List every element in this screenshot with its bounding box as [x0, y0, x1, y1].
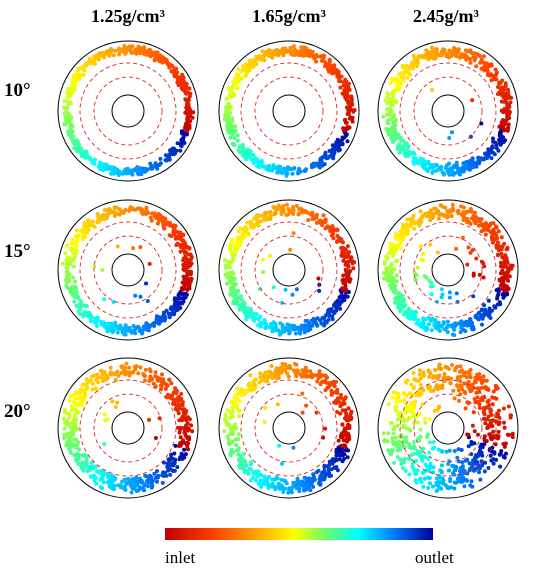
color-scale-bar	[165, 528, 433, 540]
disk-panel-r3-c2	[218, 357, 360, 499]
disk-panel-r2-c3	[377, 199, 519, 341]
column-header-3: 2.45g/m³	[413, 6, 479, 26]
colorbar-end-label: outlet	[415, 548, 454, 567]
row-header-3: 20°	[4, 401, 31, 422]
disk-panel-r2-c2	[218, 199, 360, 341]
colorbar-start-label: inlet	[165, 548, 196, 567]
disk-panel-r2-c1	[57, 199, 199, 341]
disk-panel-r1-c1	[57, 40, 199, 182]
disk-panel-r1-c3	[377, 40, 519, 182]
disk-panel-r3-c1	[57, 357, 199, 499]
column-header-2: 1.65g/cm³	[252, 6, 326, 26]
row-header-1: 10°	[4, 80, 31, 101]
row-header-2: 15°	[4, 241, 31, 262]
disk-panel-r3-c3	[377, 357, 519, 499]
disk-panel-r1-c2	[218, 40, 360, 182]
column-header-1: 1.25g/cm³	[91, 6, 165, 26]
